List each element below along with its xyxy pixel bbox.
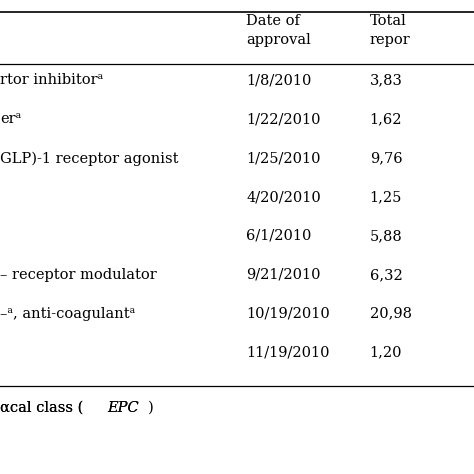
Text: αcal class (: αcal class (	[0, 401, 83, 415]
Text: EPC: EPC	[108, 401, 139, 415]
Text: 1/22/2010: 1/22/2010	[246, 112, 321, 127]
Text: 1/8/2010: 1/8/2010	[246, 73, 312, 88]
Text: Date of
approval: Date of approval	[246, 14, 311, 46]
Text: – receptor modulator: – receptor modulator	[0, 268, 157, 282]
Text: ): )	[148, 401, 154, 415]
Text: 6/1/2010: 6/1/2010	[246, 229, 312, 243]
Text: 9,76: 9,76	[370, 151, 402, 165]
Text: 9/21/2010: 9/21/2010	[246, 268, 321, 282]
Text: erᵃ: erᵃ	[0, 112, 21, 127]
Text: 4/20/2010: 4/20/2010	[246, 190, 321, 204]
Text: EPC: EPC	[108, 401, 139, 415]
Text: 1,62: 1,62	[370, 112, 402, 127]
Text: –ᵃ, anti-coagulantᵃ: –ᵃ, anti-coagulantᵃ	[0, 307, 135, 321]
Text: 1,20: 1,20	[370, 346, 402, 360]
Text: 11/19/2010: 11/19/2010	[246, 346, 330, 360]
Text: 20,98: 20,98	[370, 307, 412, 321]
Text: rtor inhibitorᵃ: rtor inhibitorᵃ	[0, 73, 103, 88]
Text: Total
repor: Total repor	[370, 14, 410, 46]
Text: 1/25/2010: 1/25/2010	[246, 151, 321, 165]
Text: 3,83: 3,83	[370, 73, 402, 88]
Text: 5,88: 5,88	[370, 229, 402, 243]
Text: 6,32: 6,32	[370, 268, 402, 282]
Text: 1,25: 1,25	[370, 190, 402, 204]
Text: αcal class (: αcal class (	[0, 401, 83, 415]
Text: GLP)-1 receptor agonist: GLP)-1 receptor agonist	[0, 151, 179, 165]
Text: 10/19/2010: 10/19/2010	[246, 307, 330, 321]
